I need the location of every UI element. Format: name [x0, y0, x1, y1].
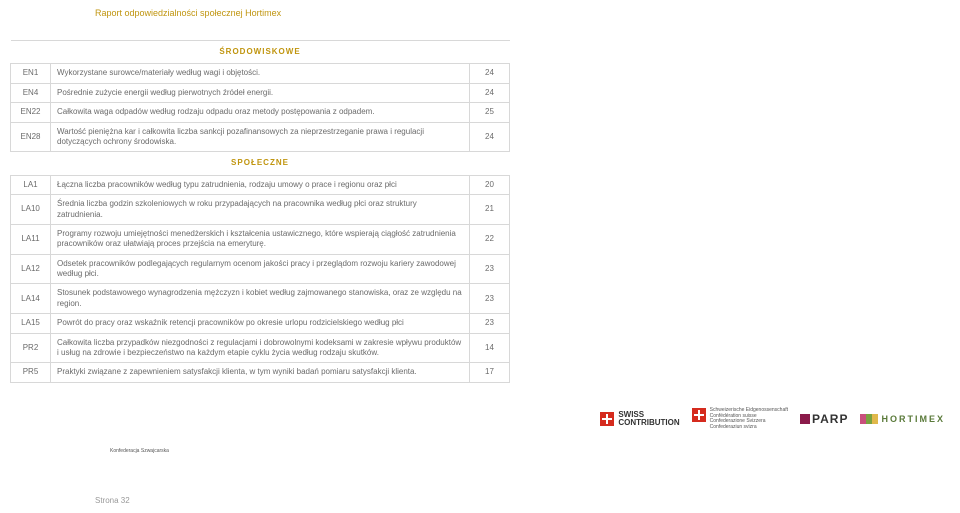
- section-environmental: ŚRODOWISKOWE: [11, 41, 510, 64]
- row-desc: Wartość pieniężna kar i całkowita liczba…: [51, 122, 470, 152]
- row-code: PR2: [11, 333, 51, 363]
- row-val: 22: [470, 224, 510, 254]
- row-code: EN22: [11, 103, 51, 122]
- row-desc: Wykorzystane surowce/materiały według wa…: [51, 64, 470, 83]
- row-desc: Stosunek podstawowego wynagrodzenia mężc…: [51, 284, 470, 314]
- table-row: LA14 Stosunek podstawowego wynagrodzenia…: [11, 284, 510, 314]
- table-row: EN1 Wykorzystane surowce/materiały wedłu…: [11, 64, 510, 83]
- row-desc: Powrót do pracy oraz wskaźnik retencji p…: [51, 314, 470, 333]
- section-soc-label: SPOŁECZNE: [11, 152, 510, 175]
- section-env-label: ŚRODOWISKOWE: [11, 41, 510, 64]
- footer-logos: SWISS CONTRIBUTION Schweizerische Eidgen…: [600, 408, 945, 430]
- table-row: LA15 Powrót do pracy oraz wskaźnik reten…: [11, 314, 510, 333]
- swiss-line2: CONTRIBUTION: [618, 419, 679, 427]
- row-desc: Pośrednie zużycie energii według pierwot…: [51, 83, 470, 102]
- row-code: LA14: [11, 284, 51, 314]
- parp-logo: PARP: [800, 412, 848, 426]
- row-desc: Praktyki związane z zapewnieniem satysfa…: [51, 363, 470, 382]
- swiss-flag-icon: [600, 412, 614, 426]
- row-code: LA15: [11, 314, 51, 333]
- table-row: LA10 Średnia liczba godzin szkoleniowych…: [11, 195, 510, 225]
- swiss-contribution-logo: SWISS CONTRIBUTION: [600, 411, 679, 427]
- row-val: 14: [470, 333, 510, 363]
- row-val: 24: [470, 122, 510, 152]
- row-val: 23: [470, 254, 510, 284]
- row-val: 25: [470, 103, 510, 122]
- table-row: LA1 Łączna liczba pracowników według typ…: [11, 175, 510, 194]
- parp-icon: [800, 414, 810, 424]
- page-number: Strona 32: [95, 496, 130, 505]
- row-desc: Średnia liczba godzin szkoleniowych w ro…: [51, 195, 470, 225]
- confed-sub: Konfederacja Szwajcarska: [110, 448, 806, 454]
- row-val: 20: [470, 175, 510, 194]
- hortimex-text: HORTIMEX: [881, 414, 945, 424]
- row-desc: Odsetek pracowników podlegających regula…: [51, 254, 470, 284]
- table-row: PR2 Całkowita liczba przypadków niezgodn…: [11, 333, 510, 363]
- row-val: 17: [470, 363, 510, 382]
- table-row: EN22 Całkowita waga odpadów według rodza…: [11, 103, 510, 122]
- table-row: LA11 Programy rozwoju umiejętności mened…: [11, 224, 510, 254]
- row-code: LA11: [11, 224, 51, 254]
- row-val: 23: [470, 314, 510, 333]
- row-code: LA1: [11, 175, 51, 194]
- row-code: PR5: [11, 363, 51, 382]
- table-row: PR5 Praktyki związane z zapewnieniem sat…: [11, 363, 510, 382]
- hortimex-logo: HORTIMEX: [860, 414, 945, 424]
- row-val: 24: [470, 83, 510, 102]
- row-code: EN28: [11, 122, 51, 152]
- row-desc: Łączna liczba pracowników według typu za…: [51, 175, 470, 194]
- section-social: SPOŁECZNE: [11, 152, 510, 175]
- swiss-flag-icon: [692, 408, 706, 422]
- gri-table: ŚRODOWISKOWE EN1 Wykorzystane surowce/ma…: [10, 40, 510, 383]
- report-title: Raport odpowiedzialności społecznej Hort…: [95, 8, 281, 18]
- swiss-confederation-logo: Schweizerische Eidgenossenschaft Confédé…: [692, 408, 788, 430]
- parp-text: PARP: [812, 412, 848, 426]
- row-code: LA12: [11, 254, 51, 284]
- table-row: LA12 Odsetek pracowników podlegających r…: [11, 254, 510, 284]
- row-desc: Całkowita waga odpadów według rodzaju od…: [51, 103, 470, 122]
- hortimex-icon: [860, 414, 878, 424]
- row-desc: Programy rozwoju umiejętności menedżersk…: [51, 224, 470, 254]
- row-code: LA10: [11, 195, 51, 225]
- row-desc: Całkowita liczba przypadków niezgodności…: [51, 333, 470, 363]
- row-code: EN1: [11, 64, 51, 83]
- table-row: EN4 Pośrednie zużycie energii według pie…: [11, 83, 510, 102]
- row-code: EN4: [11, 83, 51, 102]
- table-row: EN28 Wartość pieniężna kar i całkowita l…: [11, 122, 510, 152]
- row-val: 21: [470, 195, 510, 225]
- row-val: 24: [470, 64, 510, 83]
- row-val: 23: [470, 284, 510, 314]
- confed-l4: Confederaziun svizra: [710, 425, 788, 431]
